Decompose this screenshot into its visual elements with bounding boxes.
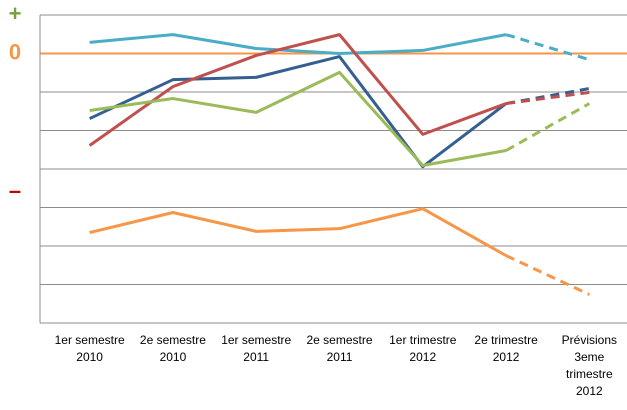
y-tick-label: 0 [9, 39, 21, 64]
x-tick-label: 2e semestre [140, 333, 206, 347]
x-tick-label: Prévisions [562, 333, 617, 347]
forecast-line [505, 87, 590, 106]
x-tick-label: 3eme [574, 350, 604, 364]
series-line [89, 70, 507, 168]
x-tick-label: 2011 [327, 350, 353, 364]
series-line [88, 33, 507, 147]
x-tick-label: 1er semestre [55, 333, 125, 347]
x-tick-label: 1er semestre [221, 333, 291, 347]
forecast-line [505, 102, 591, 152]
x-tick-label: 2012 [493, 350, 520, 364]
series-line [89, 55, 507, 169]
x-tick-label: 2e semestre [306, 333, 372, 347]
series-line [89, 33, 507, 55]
x-tick-label: 2010 [76, 350, 103, 364]
x-tick-label: 2e trimestre [474, 333, 538, 347]
x-tick-label: 2012 [409, 350, 436, 364]
x-tick-label: trimestre [566, 367, 613, 381]
x-tick-label: 2010 [160, 350, 187, 364]
forecast-line [505, 33, 590, 62]
forecast-line [505, 254, 590, 296]
forecast-line [505, 90, 590, 106]
y-tick-label: + [9, 1, 22, 26]
x-tick-label: 1er trimestre [389, 333, 457, 347]
series-line [89, 207, 507, 257]
y-tick-label: – [9, 178, 21, 203]
x-tick-label: 2011 [243, 350, 269, 364]
x-tick-label: 2012 [576, 384, 603, 398]
